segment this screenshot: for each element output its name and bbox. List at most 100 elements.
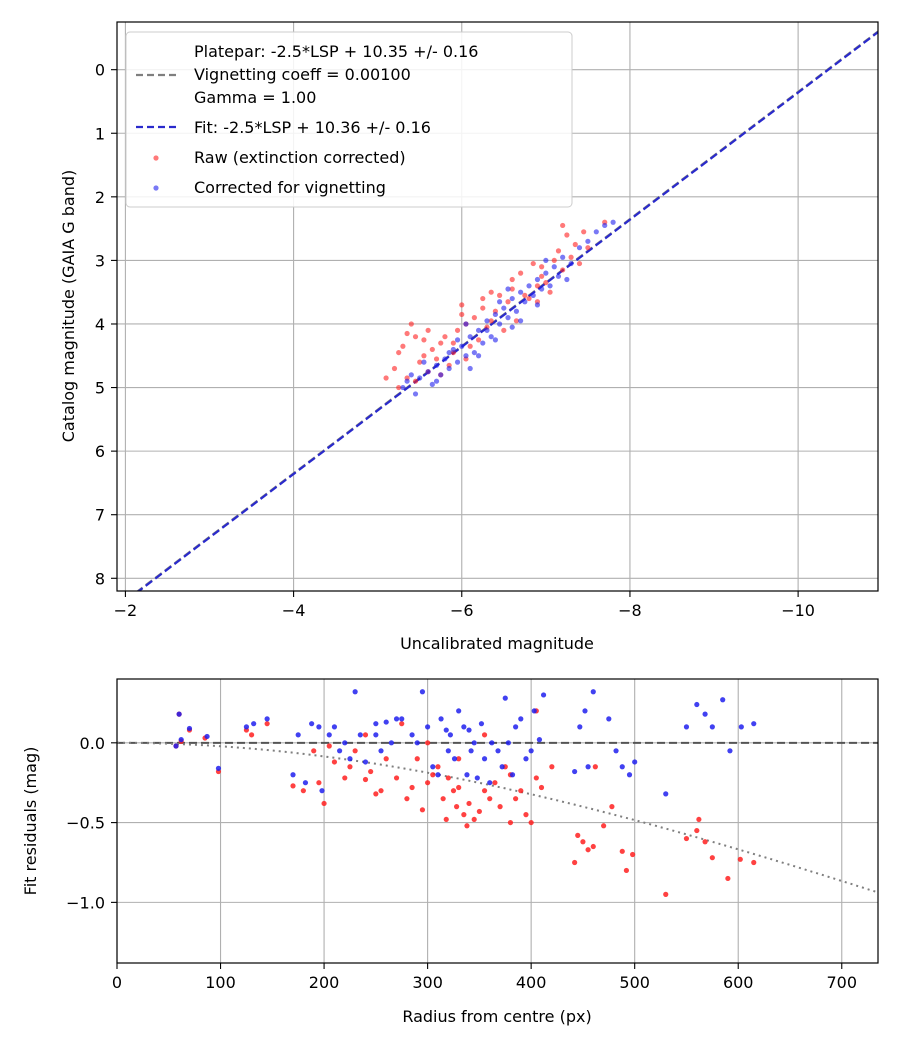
residuals-corrected-point bbox=[186, 725, 193, 732]
residuals-corrected-point bbox=[383, 719, 389, 725]
residuals-raw-point bbox=[300, 788, 306, 794]
residuals-corrected-point bbox=[419, 689, 426, 695]
calibration-y-axis-label: Catalog magnitude (GAIA G band) bbox=[59, 170, 78, 442]
residuals-corrected-point bbox=[590, 689, 596, 695]
residuals-corrected-point bbox=[474, 775, 480, 781]
residuals-raw-point bbox=[592, 764, 598, 770]
residuals-corrected-point bbox=[435, 772, 441, 778]
calibration-raw-point bbox=[425, 327, 431, 333]
residuals-raw-point bbox=[311, 748, 317, 754]
residuals-corrected-point bbox=[251, 721, 257, 727]
residuals-corrected-point bbox=[468, 748, 474, 754]
calibration-corrected-point bbox=[513, 308, 520, 314]
legend-corrected-swatch bbox=[153, 185, 159, 191]
calibration-corrected-point bbox=[518, 289, 524, 295]
calibration-corrected-point bbox=[404, 378, 410, 384]
calibration-x-tick-label: −6 bbox=[450, 601, 474, 620]
residuals-raw-point bbox=[471, 816, 477, 823]
legend-gamma-label: Gamma = 1.00 bbox=[194, 88, 316, 107]
residuals-corrected-point bbox=[243, 724, 250, 730]
calibration-raw-point bbox=[509, 286, 515, 292]
calibration-corrected-point bbox=[442, 356, 448, 362]
residuals-raw-point bbox=[696, 816, 702, 823]
residuals-corrected-point bbox=[613, 748, 619, 754]
legend-corrected-label: Corrected for vignetting bbox=[194, 178, 386, 197]
calibration-corrected-point bbox=[425, 369, 431, 375]
calibration-raw-point bbox=[585, 245, 591, 251]
calibration-raw-point bbox=[560, 222, 566, 229]
residuals-raw-point bbox=[513, 796, 519, 802]
calibration-corrected-point bbox=[450, 346, 456, 353]
calibration-corrected-point bbox=[530, 292, 536, 298]
residuals-x-tick-label: 0 bbox=[112, 973, 122, 992]
residuals-raw-point bbox=[623, 867, 630, 874]
residuals-corrected-point bbox=[302, 780, 309, 786]
calibration-raw-point bbox=[475, 337, 482, 343]
calibration-corrected-point bbox=[463, 353, 469, 359]
residuals-raw-point bbox=[419, 807, 426, 813]
calibration-corrected-point bbox=[610, 219, 616, 225]
calibration-corrected-point bbox=[421, 359, 427, 365]
residuals-corrected-point bbox=[502, 695, 508, 701]
calibration-raw-point bbox=[539, 264, 545, 270]
residuals-corrected-point bbox=[505, 740, 511, 746]
residuals-corrected-point bbox=[414, 740, 420, 746]
residuals-corrected-point bbox=[378, 748, 384, 754]
residuals-corrected-point bbox=[709, 724, 715, 730]
residuals-raw-point bbox=[347, 764, 353, 770]
residuals-corrected-point bbox=[388, 740, 394, 746]
residuals-corrected-point bbox=[438, 716, 444, 722]
residuals-corrected-point bbox=[290, 772, 296, 778]
residuals-raw-point bbox=[497, 804, 503, 810]
calibration-corrected-point bbox=[433, 378, 440, 384]
residuals-corrected-point bbox=[451, 756, 458, 762]
residuals-raw-point bbox=[630, 851, 636, 858]
calibration-corrected-point bbox=[526, 283, 532, 289]
residuals-corrected-point bbox=[577, 724, 583, 730]
residuals-raw-point bbox=[425, 780, 431, 786]
calibration-raw-point bbox=[572, 241, 578, 248]
residuals-raw-point bbox=[383, 756, 389, 762]
calibration-corrected-point bbox=[585, 238, 591, 244]
calibration-corrected-point bbox=[602, 222, 608, 229]
residuals-raw-point bbox=[523, 812, 529, 818]
legend-vignetting-label: Vignetting coeff = 0.00100 bbox=[194, 65, 411, 84]
residuals-corrected-point bbox=[518, 716, 524, 722]
calibration-corrected-point bbox=[417, 375, 423, 381]
calibration-raw-point bbox=[509, 276, 515, 283]
residuals-raw-point bbox=[461, 812, 467, 818]
calibration-corrected-point bbox=[509, 295, 515, 302]
calibration-corrected-point bbox=[593, 229, 599, 235]
legend-fit-label: Fit: -2.5*LSP + 10.36 +/- 0.16 bbox=[194, 118, 431, 137]
calibration-corrected-point bbox=[492, 337, 498, 343]
calibration-raw-point bbox=[467, 343, 473, 349]
calibration-raw-point bbox=[581, 229, 587, 235]
residuals-raw-point bbox=[331, 759, 338, 765]
residuals-corrected-point bbox=[540, 692, 547, 698]
residuals-x-axis-label: Radius from centre (px) bbox=[402, 1007, 591, 1026]
calibration-raw-point bbox=[438, 340, 444, 346]
calibration-corrected-point bbox=[543, 257, 549, 264]
residuals-corrected-point bbox=[316, 724, 322, 730]
residuals-corrected-point bbox=[702, 711, 708, 717]
residuals-raw-point bbox=[456, 784, 462, 791]
residuals-raw-point bbox=[481, 732, 488, 738]
calibration-raw-point bbox=[501, 327, 507, 333]
calibration-corrected-point bbox=[488, 334, 494, 340]
calibration-y-tick-label: 6 bbox=[95, 442, 105, 461]
calibration-corrected-point bbox=[534, 276, 541, 283]
calibration-y-tick-label: 0 bbox=[95, 61, 105, 80]
calibration-y-tick-label: 5 bbox=[95, 379, 105, 398]
calibration-raw-point bbox=[576, 260, 583, 267]
calibration-raw-point bbox=[450, 340, 456, 346]
residuals-raw-point bbox=[476, 808, 482, 815]
calibration-raw-point bbox=[396, 349, 402, 356]
residuals-corrected-point bbox=[173, 743, 179, 749]
residuals-vignetting-model-curve bbox=[117, 741, 878, 894]
residuals-x-tick-label: 300 bbox=[412, 973, 443, 992]
residuals-corrected-point bbox=[489, 740, 495, 746]
calibration-raw-point bbox=[522, 292, 528, 298]
calibration-corrected-point bbox=[522, 299, 528, 305]
calibration-corrected-point bbox=[568, 260, 574, 267]
calibration-corrected-point bbox=[501, 305, 507, 311]
